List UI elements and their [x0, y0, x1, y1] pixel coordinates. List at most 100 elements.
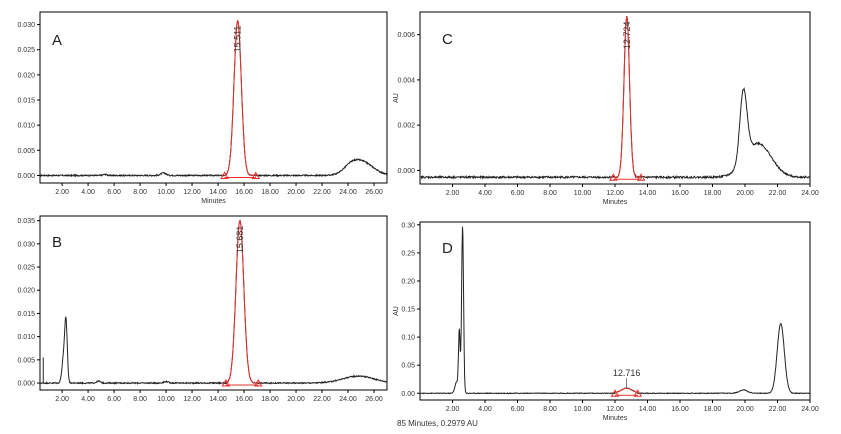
x-tick-label: 6.00 — [511, 190, 525, 197]
x-tick-label: 18.00 — [261, 396, 279, 403]
plot-frame — [39, 215, 388, 391]
x-tick-label: 4.00 — [81, 189, 95, 196]
panel-label: C — [442, 31, 453, 48]
x-tick-label: 18.00 — [704, 406, 722, 413]
x-tick-label: 24.00 — [801, 406, 819, 413]
y-tick-label: 0.15 — [401, 307, 415, 314]
chromatogram-trace — [419, 15, 810, 180]
x-tick-label: 12.00 — [606, 406, 624, 413]
peak-boundary-marker — [636, 173, 646, 181]
chromatogram-trace — [39, 20, 388, 178]
x-tick-label: 14.00 — [639, 190, 657, 197]
chart-panel-d: 0.00 0.05 0.10 0.15 0.20 0.25 0.30 2.00 4.00 6.00… — [393, 221, 819, 422]
y-tick-label: 0.000 — [17, 381, 35, 388]
x-tick-label: 12.00 — [606, 190, 624, 197]
y-tick-label: 0.000 — [397, 168, 415, 175]
x-tick-label: 6.00 — [511, 406, 525, 413]
x-tick-label: 8.00 — [543, 190, 557, 197]
y-tick-label: 0.025 — [17, 265, 35, 272]
x-tick-label: 2.00 — [55, 189, 69, 196]
y-tick-label: 0.20 — [401, 278, 415, 285]
x-tick-label: 2.00 — [446, 190, 460, 197]
panel-label: B — [52, 234, 62, 251]
peak-boundary-marker — [221, 379, 231, 387]
retention-time-label: 12.716 — [613, 368, 641, 378]
y-axis-title: AU — [393, 306, 400, 316]
chart-panel-a: 0.000 0.005 0.010 0.015 0.020 0.025 0.030 2.00 4… — [17, 11, 388, 205]
x-tick-label: 24.00 — [801, 190, 819, 197]
chromatogram-trace — [39, 219, 388, 385]
chart-panel-b: 0.000 0.005 0.010 0.015 0.020 0.025 0.030 0.035… — [17, 215, 388, 403]
x-tick-label: 6.00 — [107, 189, 121, 196]
y-tick-label: 0.005 — [17, 357, 35, 364]
x-axis-title: Minutes — [603, 199, 628, 206]
x-tick-label: 14.00 — [209, 396, 227, 403]
y-tick-label: 0.020 — [17, 288, 35, 295]
plot-frame — [419, 11, 811, 185]
y-tick-label: 0.025 — [17, 47, 35, 54]
panel-label: D — [442, 240, 453, 257]
integrated-peak — [614, 387, 638, 394]
x-tick-label: 14.00 — [209, 189, 227, 196]
x-tick-label: 10.00 — [157, 189, 175, 196]
retention-time-label: 15.511 — [233, 26, 243, 53]
retention-time-label: 15.681 — [235, 226, 245, 254]
integrated-peak — [613, 16, 641, 178]
x-tick-label: 16.00 — [235, 396, 253, 403]
y-tick-label: 0.030 — [17, 241, 35, 248]
x-tick-label: 4.00 — [478, 190, 492, 197]
x-tick-label: 2.00 — [55, 396, 69, 403]
x-tick-label: 10.00 — [574, 406, 592, 413]
y-tick-label: 0.05 — [401, 363, 415, 370]
x-tick-label: 8.00 — [133, 189, 147, 196]
x-tick-label: 22.00 — [769, 190, 787, 197]
peak-boundary-marker — [633, 389, 643, 397]
x-tick-label: 14.00 — [639, 406, 657, 413]
y-tick-label: 0.30 — [401, 222, 415, 229]
peak-boundary-marker — [609, 173, 618, 181]
y-tick-label: 0.030 — [17, 22, 35, 29]
status-readout: 85 Minutes, 0.2979 AU — [397, 419, 478, 428]
y-tick-label: 0.035 — [17, 218, 35, 225]
y-tick-label: 0.010 — [17, 334, 35, 341]
panel-label: A — [52, 32, 62, 49]
x-axis-title: Minutes — [201, 198, 226, 205]
x-tick-label: 8.00 — [543, 406, 557, 413]
x-tick-label: 20.00 — [287, 189, 305, 196]
plot-frame — [39, 11, 388, 184]
y-tick-label: 0.25 — [401, 250, 415, 257]
chart-panel-c: 0.000 0.002 0.004 0.006 2.00 4.00 6.00 8.00 10.0… — [393, 11, 819, 206]
peak-boundary-marker — [253, 379, 263, 387]
x-tick-label: 6.00 — [107, 396, 121, 403]
peak-boundary-marker — [610, 389, 620, 397]
x-tick-label: 8.00 — [133, 396, 147, 403]
x-tick-label: 16.00 — [671, 190, 689, 197]
y-tick-label: 0.005 — [17, 148, 35, 155]
x-tick-label: 12.00 — [183, 189, 201, 196]
y-tick-label: 0.004 — [397, 77, 415, 84]
x-tick-label: 16.00 — [671, 406, 689, 413]
integrated-peak — [225, 219, 259, 384]
x-tick-label: 2.00 — [446, 406, 460, 413]
integrated-peak — [224, 20, 256, 176]
y-tick-label: 0.10 — [401, 335, 415, 342]
x-tick-label: 20.00 — [287, 396, 305, 403]
x-tick-label: 4.00 — [478, 406, 492, 413]
x-tick-label: 20.00 — [736, 190, 754, 197]
x-tick-label: 4.00 — [81, 396, 95, 403]
x-tick-label: 16.00 — [235, 189, 253, 196]
retention-time-label: 12.724 — [622, 22, 632, 50]
x-tick-label: 12.00 — [183, 396, 201, 403]
y-tick-label: 0.010 — [17, 123, 35, 130]
x-tick-label: 20.00 — [736, 406, 754, 413]
x-tick-label: 24.00 — [339, 189, 357, 196]
x-tick-label: 10.00 — [157, 396, 175, 403]
x-tick-label: 22.00 — [769, 406, 787, 413]
y-axis-title: AU — [393, 93, 400, 103]
y-tick-label: 0.000 — [17, 173, 35, 180]
x-tick-label: 22.00 — [313, 189, 331, 196]
x-tick-label: 26.00 — [365, 189, 383, 196]
x-tick-label: 10.00 — [574, 190, 592, 197]
x-tick-label: 18.00 — [704, 190, 722, 197]
